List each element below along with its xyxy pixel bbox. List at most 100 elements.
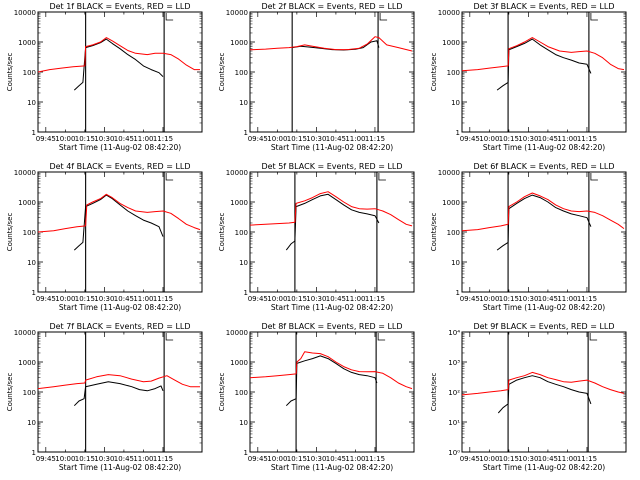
- x-tick-label: 10:00: [55, 295, 75, 303]
- y-tick-label: 1: [244, 289, 248, 297]
- x-tick-label: 11:00: [345, 295, 365, 303]
- x-tick-label: 10:15: [287, 135, 307, 143]
- plot-frame: [37, 331, 203, 453]
- events-series-line: [73, 194, 164, 251]
- y-tick-label: 10³: [448, 359, 460, 367]
- x-tick-label: 10:00: [479, 455, 499, 463]
- x-tick-label: 11:00: [345, 455, 365, 463]
- x-tick-label: 11:15: [153, 295, 173, 303]
- lld-series-line: [38, 374, 200, 390]
- x-tick-label: 09:45: [460, 135, 480, 143]
- x-tick-label: 10:30: [94, 455, 114, 463]
- x-tick-label: 09:45: [36, 295, 56, 303]
- y-tick-label: 1: [32, 129, 36, 137]
- x-tick-label: 10:00: [55, 135, 75, 143]
- chart-panel-5: Det 5f BLACK = Events, RED = LLD 1 10 100 10…: [218, 162, 415, 312]
- x-tick-label: 10:45: [538, 135, 558, 143]
- y-axis-label: Counts/sec: [6, 373, 14, 412]
- plot-frame: [249, 331, 415, 453]
- x-tick-label: 10:00: [267, 135, 287, 143]
- plot-frame: [461, 171, 627, 293]
- x-tick-label: 10:00: [55, 455, 75, 463]
- x-axis-label: Start Time (11-Aug-02 08:42:20): [59, 143, 181, 152]
- x-axis-label: Start Time (11-Aug-02 08:42:20): [271, 143, 393, 152]
- x-tick-label: 10:15: [75, 295, 95, 303]
- x-tick-label: 11:15: [577, 295, 597, 303]
- interval-marker-flag: [165, 13, 174, 21]
- chart-title: Det 2f BLACK = Events, RED = LLD: [261, 2, 402, 11]
- x-tick-label: 10:00: [267, 295, 287, 303]
- chart-panel-3: Det 3f BLACK = Events, RED = LLD 1 10 100 10…: [430, 2, 627, 152]
- x-tick-label: 10:15: [499, 135, 519, 143]
- y-tick-label: 1: [456, 129, 460, 137]
- y-tick-label: 10: [239, 99, 248, 107]
- y-axis-label: Counts/sec: [218, 53, 226, 92]
- y-tick-label: 10¹: [448, 419, 460, 427]
- x-tick-label: 11:00: [557, 455, 577, 463]
- x-tick-label: 11:00: [133, 455, 153, 463]
- x-tick-label: 11:15: [577, 455, 597, 463]
- x-tick-label: 09:45: [248, 135, 268, 143]
- lld-series-line: [462, 371, 625, 396]
- chart-panel-1: Det 1f BLACK = Events, RED = LLD 1 10 100 10…: [6, 2, 203, 152]
- plot-frame: [461, 11, 627, 133]
- y-axis-label: Counts/sec: [218, 213, 226, 252]
- y-tick-label: 10⁰: [448, 449, 460, 457]
- events-series-line: [73, 381, 164, 407]
- chart-title: Det 3f BLACK = Events, RED = LLD: [473, 2, 614, 11]
- x-tick-label: 11:15: [153, 135, 173, 143]
- x-tick-label: 11:15: [365, 455, 385, 463]
- x-tick-label: 10:15: [287, 295, 307, 303]
- x-tick-label: 09:45: [460, 295, 480, 303]
- x-axis-label: Start Time (11-Aug-02 08:42:20): [271, 303, 393, 312]
- x-axis-label: Start Time (11-Aug-02 08:42:20): [483, 303, 605, 312]
- y-tick-label: 10: [451, 259, 460, 267]
- events-series-line: [497, 375, 592, 414]
- x-tick-label: 11:00: [557, 295, 577, 303]
- y-tick-label: 1: [244, 449, 248, 457]
- x-tick-label: 11:00: [345, 135, 365, 143]
- x-tick-label: 11:15: [365, 295, 385, 303]
- chart-title: Det 7f BLACK = Events, RED = LLD: [49, 322, 190, 331]
- chart-panel-7: Det 7f BLACK = Events, RED = LLD 1 10 100 10…: [6, 322, 203, 472]
- x-tick-label: 10:00: [479, 135, 499, 143]
- chart-panel-6: Det 6f BLACK = Events, RED = LLD 1 10 100 10…: [430, 162, 627, 312]
- x-tick-label: 09:45: [248, 295, 268, 303]
- lld-series-line: [462, 192, 625, 232]
- y-tick-label: 1000: [18, 199, 36, 207]
- x-tick-label: 10:30: [306, 455, 326, 463]
- y-tick-label: 100: [23, 229, 36, 237]
- lld-series-line: [462, 37, 625, 72]
- lld-series-line: [38, 37, 200, 73]
- y-tick-label: 1000: [230, 39, 248, 47]
- x-tick-label: 10:00: [479, 295, 499, 303]
- interval-marker-flag: [590, 173, 598, 181]
- y-tick-label: 10: [239, 419, 248, 427]
- x-tick-label: 10:00: [267, 455, 287, 463]
- y-axis-label: Counts/sec: [218, 373, 226, 412]
- chart-title: Det 1f BLACK = Events, RED = LLD: [49, 2, 190, 11]
- x-tick-label: 11:00: [557, 135, 577, 143]
- x-tick-label: 10:45: [326, 295, 346, 303]
- y-tick-label: 10000: [438, 169, 460, 177]
- x-tick-label: 09:45: [248, 455, 268, 463]
- y-axis-label: Counts/sec: [430, 213, 438, 252]
- x-axis-label: Start Time (11-Aug-02 08:42:20): [483, 463, 605, 472]
- x-tick-label: 11:15: [365, 135, 385, 143]
- y-tick-label: 10: [239, 259, 248, 267]
- x-tick-label: 11:00: [133, 295, 153, 303]
- y-tick-label: 1000: [230, 359, 248, 367]
- plot-frame: [249, 11, 415, 133]
- x-tick-label: 10:45: [326, 135, 346, 143]
- events-series-line: [285, 193, 380, 251]
- x-tick-label: 10:30: [94, 135, 114, 143]
- interval-marker-flag: [378, 173, 386, 181]
- chart-title: Det 5f BLACK = Events, RED = LLD: [261, 162, 402, 171]
- y-tick-label: 1: [244, 129, 248, 137]
- chart-panel-8: Det 8f BLACK = Events, RED = LLD 1 10 100 10…: [218, 322, 415, 472]
- x-tick-label: 10:30: [518, 135, 538, 143]
- y-tick-label: 10000: [226, 9, 248, 17]
- y-tick-label: 100: [235, 229, 248, 237]
- x-tick-label: 10:30: [306, 295, 326, 303]
